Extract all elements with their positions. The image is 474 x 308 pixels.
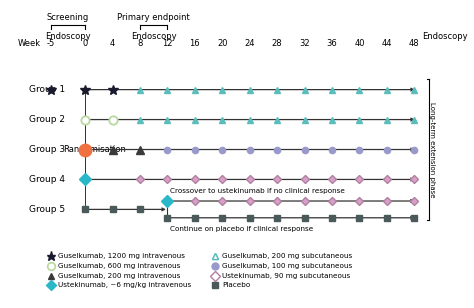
Text: Endoscopy: Endoscopy — [45, 32, 91, 41]
Text: Group 5: Group 5 — [29, 205, 65, 214]
Text: 40: 40 — [354, 39, 365, 48]
Text: Group 4: Group 4 — [29, 175, 65, 184]
Text: Ustekinumab, ~6 mg/kg intravenous: Ustekinumab, ~6 mg/kg intravenous — [58, 282, 191, 289]
Text: 32: 32 — [299, 39, 310, 48]
Text: Ustekinumab, 90 mg subcutaneous: Ustekinumab, 90 mg subcutaneous — [222, 273, 350, 278]
Text: Randomisation: Randomisation — [63, 145, 126, 154]
Text: Guselkumab, 100 mg subcutaneous: Guselkumab, 100 mg subcutaneous — [222, 263, 353, 269]
Text: Week: Week — [17, 39, 40, 48]
Text: 12: 12 — [162, 39, 173, 48]
Text: 16: 16 — [190, 39, 200, 48]
Text: 8: 8 — [137, 39, 143, 48]
Text: 48: 48 — [409, 39, 419, 48]
Text: 4: 4 — [110, 39, 115, 48]
Text: Group 1: Group 1 — [29, 85, 65, 94]
Text: Primary endpoint: Primary endpoint — [117, 13, 190, 22]
Text: -5: -5 — [46, 39, 55, 48]
Text: 44: 44 — [382, 39, 392, 48]
Text: Crossover to ustekinumab if no clinical response: Crossover to ustekinumab if no clinical … — [170, 188, 345, 193]
Text: Group 2: Group 2 — [29, 115, 65, 124]
Text: 20: 20 — [217, 39, 228, 48]
Text: Group 3: Group 3 — [29, 145, 65, 154]
Text: Guselkumab, 1200 mg intravenous: Guselkumab, 1200 mg intravenous — [58, 253, 185, 259]
Text: 28: 28 — [272, 39, 283, 48]
Text: Screening: Screening — [47, 13, 89, 22]
Text: 36: 36 — [327, 39, 337, 48]
Text: Endoscopy: Endoscopy — [422, 32, 468, 41]
Text: 24: 24 — [245, 39, 255, 48]
Text: Placebo: Placebo — [222, 282, 250, 289]
Text: Guselkumab, 200 mg subcutaneous: Guselkumab, 200 mg subcutaneous — [222, 253, 353, 259]
Text: Long-term extension phase: Long-term extension phase — [429, 102, 435, 197]
Text: 0: 0 — [82, 39, 88, 48]
Text: Continue on placebo if clinical response: Continue on placebo if clinical response — [170, 226, 313, 232]
Text: Endoscopy: Endoscopy — [131, 32, 176, 41]
Text: Guselkumab, 600 mg intravenous: Guselkumab, 600 mg intravenous — [58, 263, 180, 269]
Text: Guselkumab, 200 mg intravenous: Guselkumab, 200 mg intravenous — [58, 273, 180, 278]
